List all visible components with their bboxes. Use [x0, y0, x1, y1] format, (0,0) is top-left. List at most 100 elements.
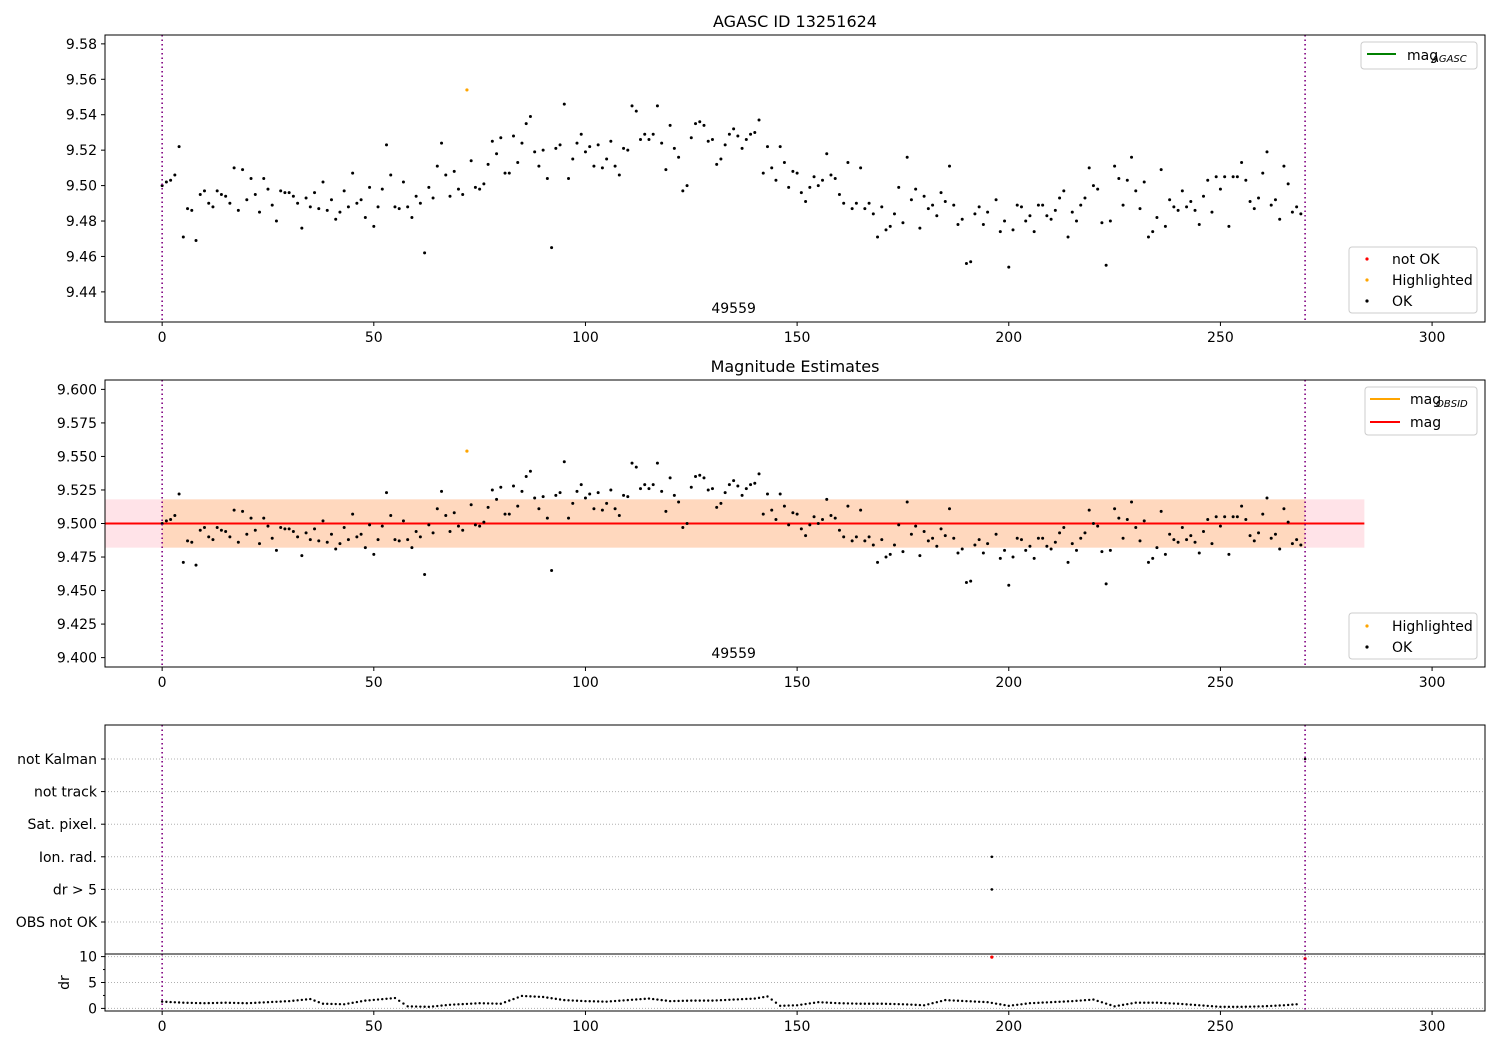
ok-point	[1138, 207, 1142, 211]
dr-point	[681, 999, 685, 1003]
ok-point	[655, 104, 659, 108]
ok-point	[397, 207, 401, 211]
dr-point	[952, 999, 955, 1002]
ok-point	[613, 164, 617, 168]
dr-point	[1104, 1002, 1108, 1005]
ok-point	[638, 487, 642, 491]
ok-point	[241, 509, 245, 513]
ok-point	[799, 527, 803, 531]
axes-frame	[104, 34, 1486, 323]
ok-point	[389, 173, 393, 177]
ok-point	[753, 481, 757, 485]
ok-point	[1269, 536, 1273, 540]
ok-point	[1201, 530, 1205, 534]
dr-point	[1265, 1004, 1269, 1008]
legend-label: Highlighted	[1392, 619, 1473, 635]
dr-point	[994, 1002, 998, 1005]
ok-point	[749, 483, 753, 487]
dr-point	[482, 1002, 486, 1005]
dr-point	[1295, 1003, 1298, 1006]
dr-point	[817, 1000, 820, 1004]
ok-point	[588, 145, 592, 149]
dr-point	[1168, 1002, 1171, 1005]
ok-point	[1227, 552, 1231, 556]
dr-point	[783, 1004, 786, 1007]
ok-point	[499, 136, 503, 140]
dr-point	[389, 997, 392, 1000]
dr-point	[567, 999, 570, 1002]
ok-point	[668, 123, 672, 127]
ok-point	[385, 491, 389, 495]
dr-point	[575, 999, 579, 1002]
ok-point	[1108, 548, 1112, 552]
dr-point	[643, 997, 646, 1001]
ok-point	[215, 189, 219, 193]
ok-point	[1235, 175, 1239, 179]
ok-point	[770, 166, 774, 170]
x-tick-label: 200	[995, 1019, 1022, 1035]
dr-point	[423, 1005, 426, 1008]
dr-point	[791, 1004, 795, 1007]
ok-point	[1155, 215, 1159, 219]
ok-point	[812, 515, 816, 519]
ok-point	[385, 143, 389, 147]
ok-point	[588, 492, 592, 496]
dr-point	[1253, 1005, 1256, 1008]
flag-point	[990, 855, 994, 859]
legend-label: mag	[1410, 392, 1441, 408]
x-tick-label: 300	[1419, 330, 1446, 346]
ok-point	[867, 201, 871, 205]
obsid-annotation: 49559	[711, 301, 756, 317]
ok-point	[528, 114, 532, 118]
ok-point	[435, 164, 439, 168]
ok-point	[986, 542, 990, 546]
x-tick-label: 250	[1207, 675, 1234, 691]
dr-point	[1003, 1003, 1006, 1007]
dr-point	[249, 1001, 253, 1005]
ok-point	[859, 508, 863, 512]
dr-point	[973, 1000, 977, 1003]
dr-point	[1248, 1005, 1252, 1008]
ok-point	[1159, 168, 1163, 172]
ok-point	[258, 210, 262, 214]
ok-point	[359, 198, 363, 202]
ok-point	[609, 488, 613, 492]
ok-point	[859, 166, 863, 170]
ok-point	[935, 214, 939, 218]
ok-point	[825, 152, 829, 156]
ok-point	[1185, 538, 1189, 542]
ok-point	[274, 548, 278, 552]
ok-point	[469, 503, 473, 507]
dr-point	[728, 998, 731, 1002]
dr-point	[774, 1001, 778, 1004]
dr-point	[537, 995, 541, 999]
ok-point	[1125, 178, 1129, 182]
y-tick-label: 9.56	[66, 72, 97, 88]
dr-point	[203, 1002, 206, 1005]
ok-point	[423, 251, 427, 255]
category-label: not Kalman	[17, 752, 97, 768]
legend-box	[1360, 41, 1478, 70]
y-tick-label: 9.52	[66, 143, 97, 159]
ok-point	[1019, 538, 1023, 542]
ok-point	[283, 527, 287, 531]
top-plot-title: AGASC ID 13251624	[713, 12, 877, 31]
ok-point	[444, 173, 448, 177]
ok-point	[469, 159, 473, 163]
ok-point	[1240, 161, 1244, 165]
ok-point	[600, 166, 604, 170]
ok-point	[1049, 547, 1053, 551]
y-tick-label: 9.500	[57, 517, 97, 533]
ok-point	[871, 543, 875, 547]
dr-point	[190, 1001, 193, 1005]
ok-point	[884, 555, 888, 559]
ok-point	[694, 475, 698, 479]
ok-point	[304, 531, 308, 535]
ok-point	[1218, 524, 1222, 528]
dr-point	[1011, 1004, 1015, 1007]
ok-point	[355, 201, 359, 205]
ok-point	[478, 187, 482, 191]
dr-point	[1088, 998, 1091, 1002]
dr-point	[863, 1002, 867, 1005]
ok-point	[909, 198, 913, 202]
